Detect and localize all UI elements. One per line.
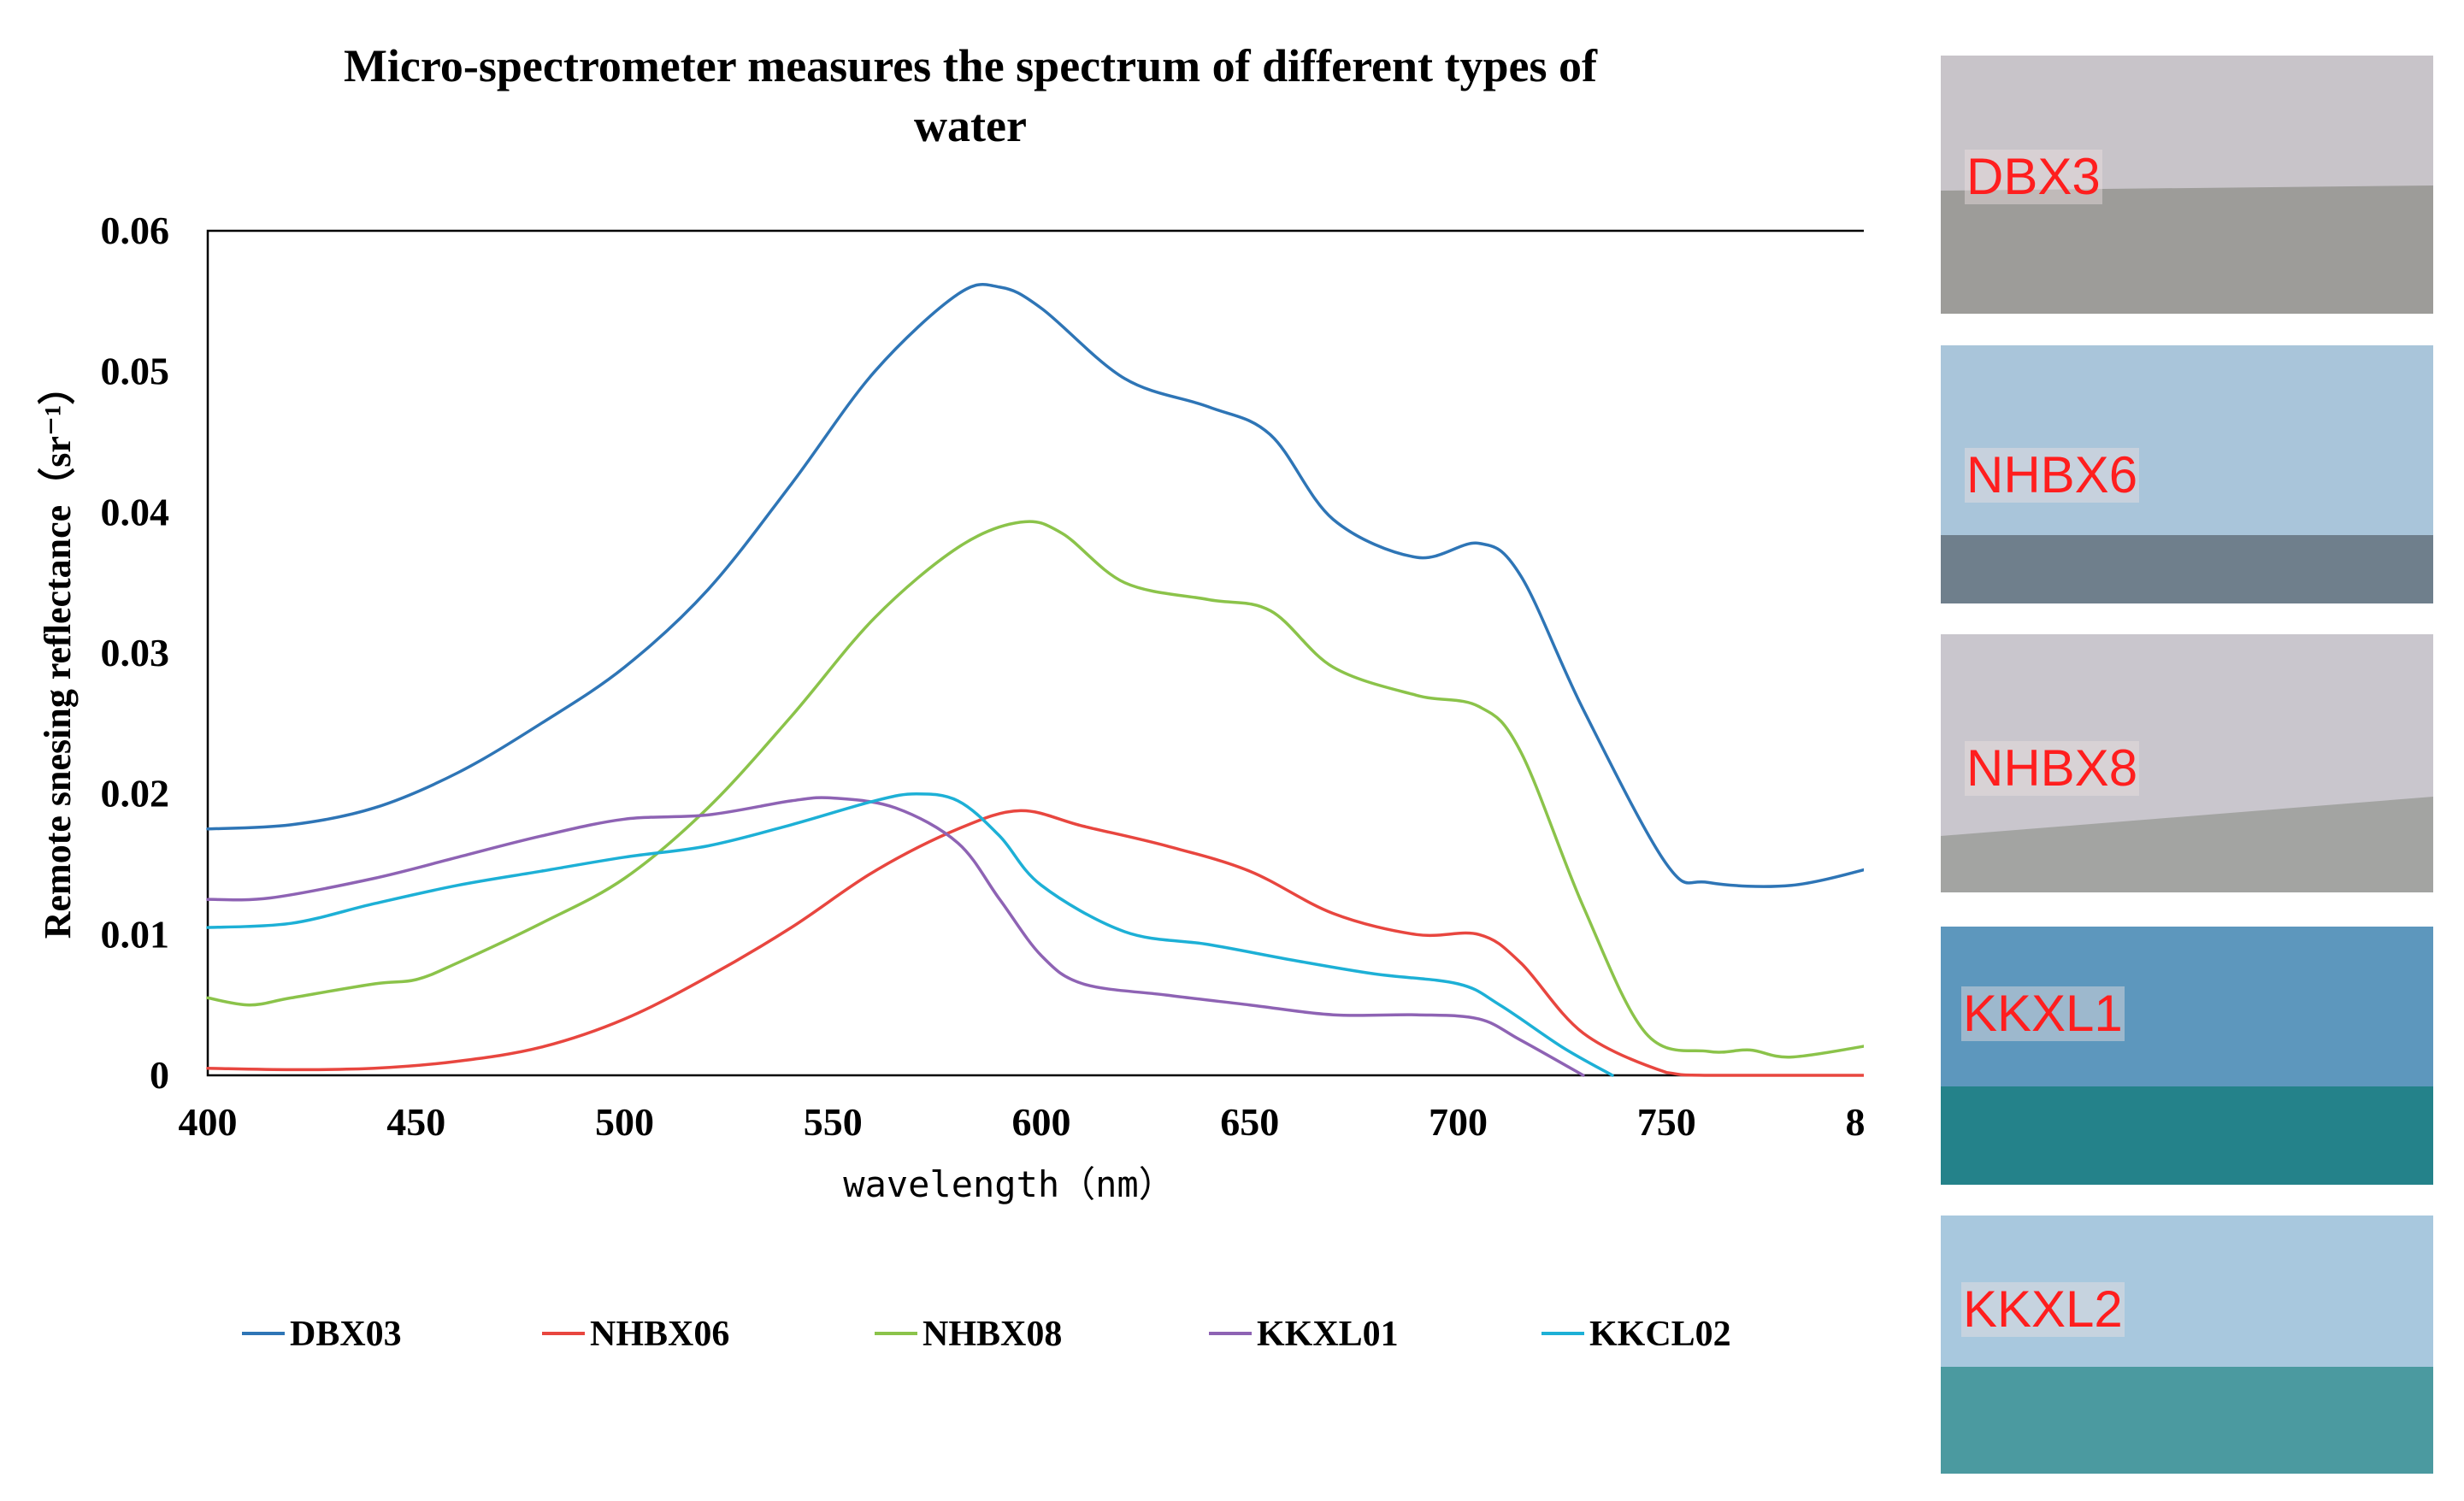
photo-water — [1941, 535, 2433, 603]
x-tick-label: 500 — [595, 1100, 654, 1144]
y-tick-label: 0.05 — [101, 350, 170, 393]
photo-water — [1941, 1086, 2433, 1185]
legend-label-dbx03: DBX03 — [290, 1315, 402, 1354]
x-tick-label: 800 — [1846, 1100, 1865, 1144]
y-tick-labels: 0 0.01 0.02 0.03 0.04 0.05 0.06 — [101, 209, 170, 1097]
photo-water — [1941, 185, 2433, 314]
y-tick-label: 0.03 — [101, 631, 170, 674]
series-line-dbx03 — [206, 283, 1864, 888]
series-line-nhbx08 — [206, 520, 1864, 1059]
series-line-nhbx06 — [206, 809, 1864, 1077]
series-line-kkcl02 — [206, 792, 1614, 1077]
photo-water — [1941, 1367, 2433, 1474]
photo-panel-kkxl2: KKXL2 — [1941, 1216, 2433, 1474]
photo-panel-nhbx8: NHBX8 — [1941, 634, 2433, 892]
legend-label-kkcl02: KKCL02 — [1589, 1315, 1731, 1354]
legend: DBX03 NHBX06 NHBX08 KKXL01 KKCL02 — [242, 1315, 1731, 1354]
series-lines — [206, 283, 1864, 1077]
photo-panel-nhbx6: NHBX6 — [1941, 345, 2433, 603]
photo-panel-kkxl1: KKXL1 — [1941, 927, 2433, 1185]
y-tick-label: 0.06 — [101, 209, 170, 252]
photo-label-nhbx8: NHBX8 — [1965, 739, 2140, 797]
x-tick-label: 450 — [386, 1100, 445, 1144]
photo-label-kkxl2: KKXL2 — [1961, 1280, 2125, 1338]
x-tick-labels: 400 450 500 550 600 650 700 750 800 — [179, 1100, 1865, 1144]
x-tick-label: 550 — [804, 1100, 863, 1144]
photo-label-kkxl1: KKXL1 — [1961, 985, 2125, 1042]
x-tick-label: 400 — [179, 1100, 238, 1144]
legend-label-kkxl01: KKXL01 — [1257, 1315, 1399, 1354]
chart-title-line-1: Micro-spectrometer measures the spectrum… — [344, 40, 1598, 91]
y-tick-label: 0 — [150, 1053, 169, 1097]
x-tick-label: 750 — [1637, 1100, 1696, 1144]
series-line-kkxl01 — [206, 796, 1585, 1077]
photo-label-nhbx6: NHBX6 — [1965, 446, 2140, 503]
y-tick-label: 0.01 — [101, 912, 170, 956]
chart-title-line-2: water — [914, 100, 1027, 151]
x-axis-title: wavelength（nm） — [843, 1163, 1174, 1205]
y-axis-title: Remote snesing reflectance（sr⁻¹） — [37, 368, 79, 939]
photo-panel-dbx3: DBX3 — [1941, 56, 2433, 314]
spectrum-chart: Micro-spectrometer measures the spectrum… — [37, 40, 1865, 1354]
y-tick-label: 0.02 — [101, 772, 170, 815]
legend-label-nhbx06: NHBX06 — [590, 1315, 729, 1354]
legend-label-nhbx08: NHBX08 — [923, 1315, 1062, 1354]
y-tick-label: 0.04 — [101, 490, 170, 533]
x-tick-label: 650 — [1220, 1100, 1279, 1144]
photo-label-dbx3: DBX3 — [1965, 148, 2102, 205]
plot-area-frame — [206, 229, 1864, 1077]
x-tick-label: 700 — [1429, 1100, 1488, 1144]
x-tick-label: 600 — [1012, 1100, 1071, 1144]
